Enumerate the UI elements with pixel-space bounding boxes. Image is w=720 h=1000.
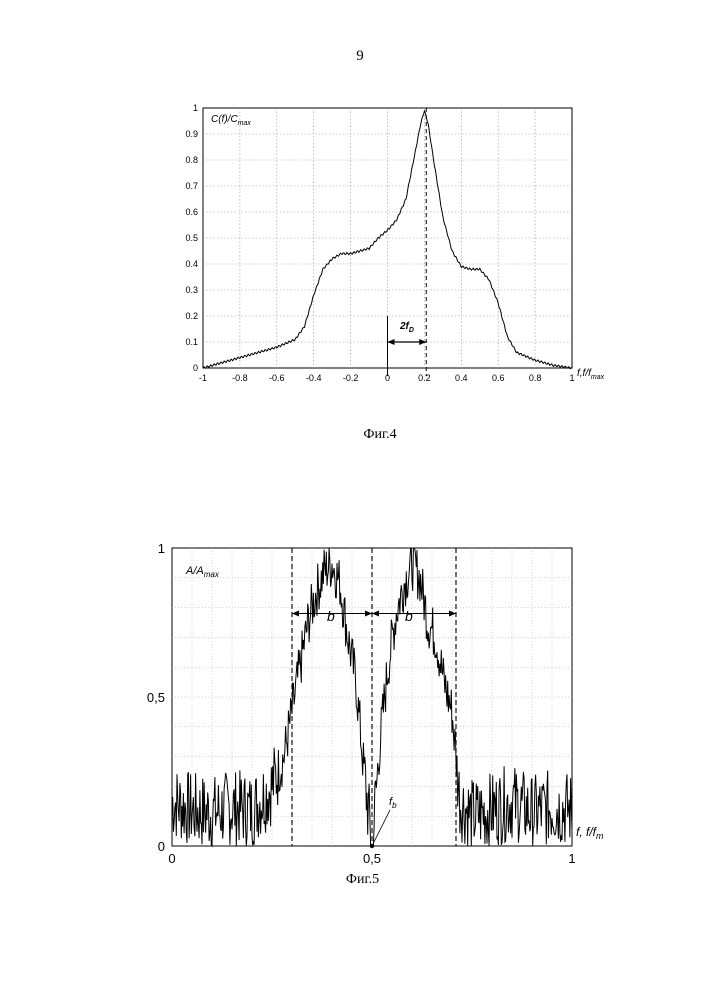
fig5-caption: Фиг.5 xyxy=(0,872,720,888)
fig5-marker-leader xyxy=(374,810,390,842)
fig5-x-tick-label: 0,5 xyxy=(363,851,381,866)
fig4-caption: Фиг.4 xyxy=(0,427,720,443)
fig4-annotation: 2fD xyxy=(399,321,414,334)
fig4-y-tick-label: 0.8 xyxy=(185,155,198,165)
fig4-x-tick-label: 0.8 xyxy=(529,373,542,383)
fig5-band-arrow-head-right xyxy=(365,611,372,617)
fig4-xlabel: f,f/fmax xyxy=(577,368,605,381)
fig4-chart: -1-0.8-0.6-0.4-0.200.20.40.60.8100.10.20… xyxy=(185,103,604,383)
fig5-x-tick-label: 0 xyxy=(168,851,175,866)
fig4-y-tick-label: 0 xyxy=(193,363,198,373)
fig4-y-tick-label: 0.3 xyxy=(185,285,198,295)
fig4-y-tick-label: 0.2 xyxy=(185,311,198,321)
fig4-x-tick-label: -0.4 xyxy=(306,373,322,383)
fig5-x-tick-label: 1 xyxy=(568,851,575,866)
fig4-y-tick-label: 0.4 xyxy=(185,259,198,269)
fig5-marker-label: fb xyxy=(389,796,397,810)
fig4-x-tick-label: 0.2 xyxy=(418,373,431,383)
fig4-tick-labels: -1-0.8-0.6-0.4-0.200.20.40.60.8100.10.20… xyxy=(185,103,574,383)
fig4-y-tick-label: 0.7 xyxy=(185,181,198,191)
fig5-band-label-left: b xyxy=(327,608,335,624)
fig4-reference-lines xyxy=(388,108,427,376)
fig4-shift-arrow xyxy=(388,339,427,345)
fig5-band-arrow-head-left xyxy=(372,611,379,617)
fig5-band-arrow-head-right xyxy=(449,611,456,617)
fig4-x-tick-label: 1 xyxy=(569,373,574,383)
fig4-x-tick-label: -0.6 xyxy=(269,373,285,383)
fig4-y-tick-label: 0.5 xyxy=(185,233,198,243)
fig5-y-tick-label: 0,5 xyxy=(147,690,165,705)
fig4-x-tick-label: -0.8 xyxy=(232,373,248,383)
fig4-ylabel: C(f)/Cmax xyxy=(211,114,251,127)
fig4-x-tick-label: 0.4 xyxy=(455,373,468,383)
fig5-xlabel: f, f/fm xyxy=(576,825,604,841)
fig4-arrow-head-left xyxy=(388,339,395,345)
fig5-chart: 0 0,5 1 0 0,5 1 A/Amax f, f/fm b b fb xyxy=(147,541,604,866)
fig4-y-tick-label: 0.1 xyxy=(185,337,198,347)
fig4-y-tick-label: 0.9 xyxy=(185,129,198,139)
fig4-arrow-head-right xyxy=(419,339,426,345)
fig5-y-tick-label: 1 xyxy=(158,541,165,556)
fig4-x-tick-label: -1 xyxy=(199,373,207,383)
fig4-x-tick-label: 0.6 xyxy=(492,373,505,383)
fig5-band-arrow-head-left xyxy=(292,611,299,617)
fig4-y-tick-label: 0.6 xyxy=(185,207,198,217)
fig5-ylabel: A/Amax xyxy=(185,565,220,579)
fig5-band-label-right: b xyxy=(405,608,413,624)
fig5-y-tick-label: 0 xyxy=(158,839,165,854)
fig5-marker-point xyxy=(370,844,374,848)
fig4-x-tick-label: -0.2 xyxy=(343,373,359,383)
fig4-y-tick-label: 1 xyxy=(193,103,198,113)
